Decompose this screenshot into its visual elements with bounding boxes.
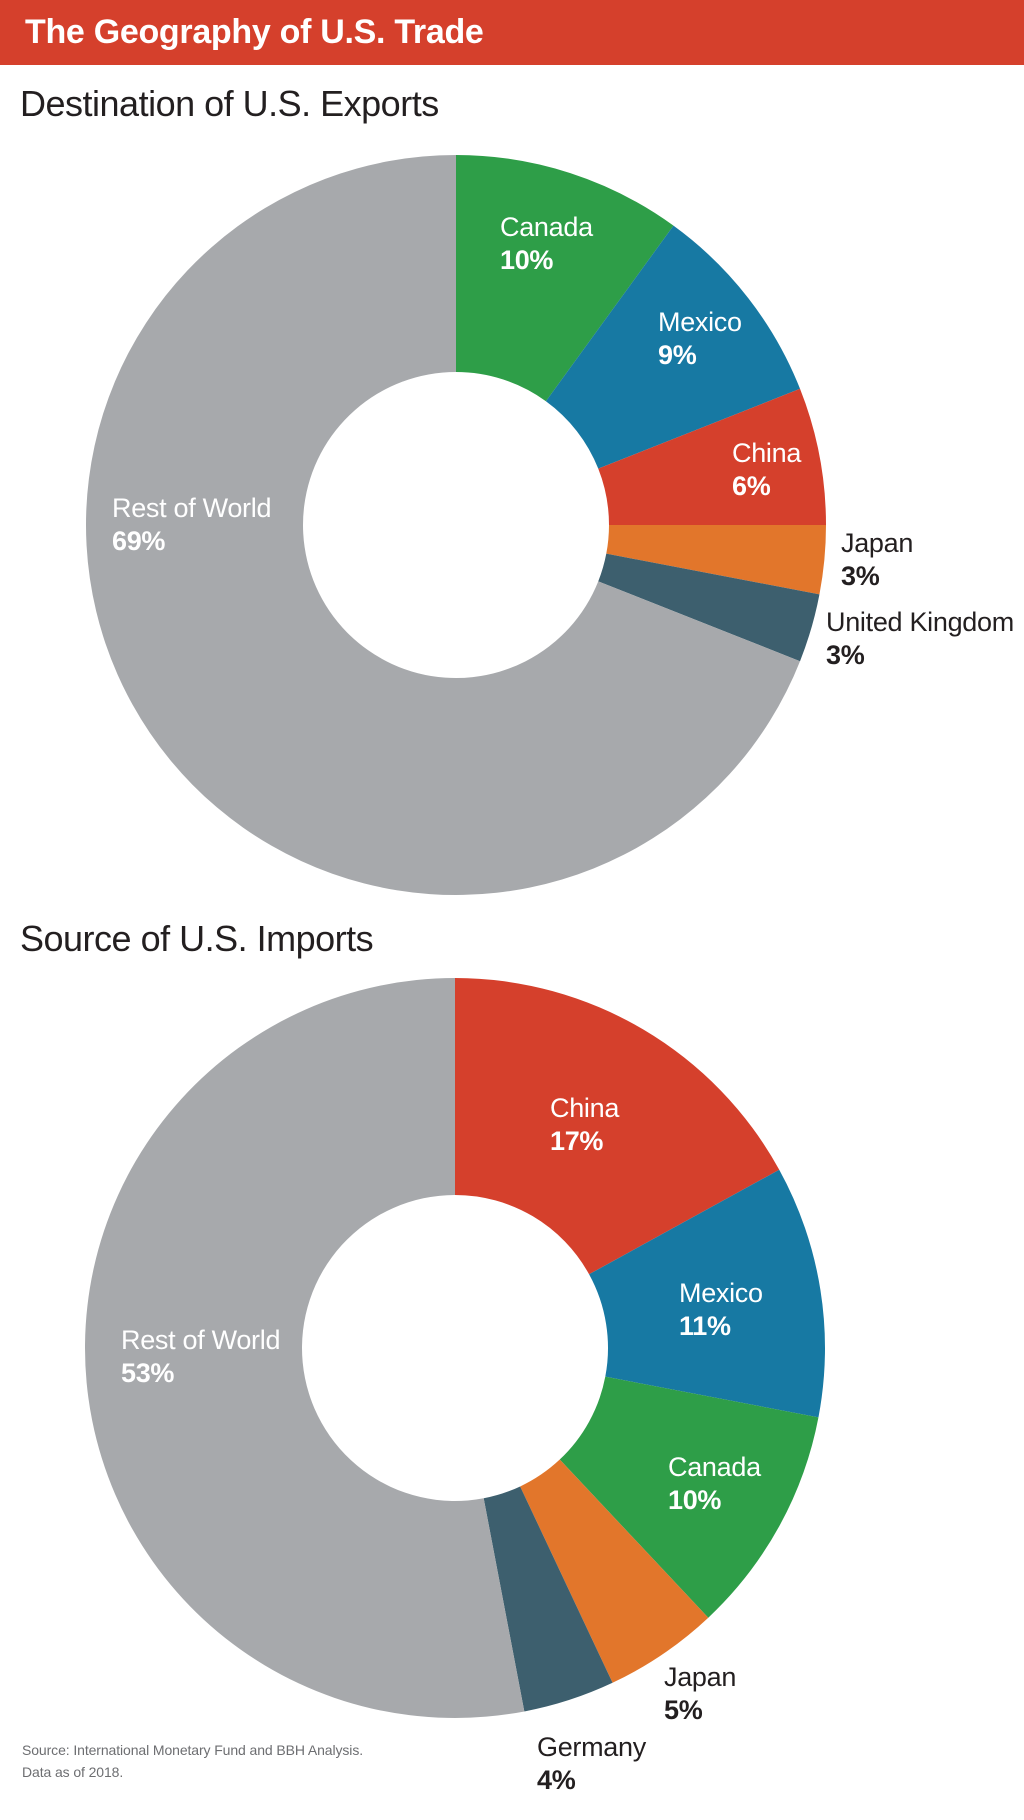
data-as-of-line: Data as of 2018. <box>22 1764 124 1780</box>
slice-label-name: Rest of World <box>121 1325 281 1355</box>
slice-label-value: 10% <box>500 245 554 275</box>
source-note: Source: International Monetary Fund and … <box>22 1739 363 1783</box>
slice-label-name: China <box>550 1093 620 1123</box>
slice-label-mexico-chart0: Mexico 9% <box>658 306 742 372</box>
chart-title-imports: Source of U.S. Imports <box>20 918 374 959</box>
slice-canada-chart0 <box>456 155 674 402</box>
slice-rest-of-world-chart0 <box>86 155 801 895</box>
slice-label-name: Germany <box>537 1732 646 1762</box>
slice-label-name: China <box>732 438 802 468</box>
slice-label-united-kingdom-chart0: United Kingdom 3% <box>826 606 1014 672</box>
slice-label-value: 3% <box>841 561 880 591</box>
slice-label-china-chart0: China 6% <box>732 437 801 503</box>
slice-label-value: 10% <box>668 1485 722 1515</box>
slice-rest-of-world-chart1 <box>85 978 525 1718</box>
slice-label-germany-chart1: Germany 4% <box>537 1731 646 1797</box>
slice-mexico-chart0 <box>545 225 801 469</box>
slice-label-value: 53% <box>121 1358 175 1388</box>
slice-mexico-chart1 <box>589 1169 825 1418</box>
slice-canada-chart1 <box>559 1376 819 1618</box>
slice-label-canada-chart1: Canada 10% <box>668 1451 761 1517</box>
slice-japan-chart1 <box>520 1459 709 1683</box>
slice-germany-chart1 <box>483 1486 613 1712</box>
slice-label-value: 5% <box>664 1695 703 1725</box>
slice-label-japan-chart1: Japan 5% <box>664 1661 736 1727</box>
donut-chart-destination-of-u-s-exports <box>86 155 826 895</box>
slice-label-china-chart1: China 17% <box>550 1092 619 1158</box>
page-title: The Geography of U.S. Trade <box>25 13 484 51</box>
slice-united-kingdom-chart0 <box>598 553 820 662</box>
slice-label-name: Mexico <box>658 307 742 337</box>
slice-label-japan-chart0: Japan 3% <box>841 527 913 593</box>
chart-title-exports: Destination of U.S. Exports <box>20 83 439 124</box>
slice-label-value: 6% <box>732 471 771 501</box>
slice-label-name: Mexico <box>679 1278 763 1308</box>
donut-chart-source-of-u-s-imports <box>85 978 825 1718</box>
slice-label-rest-of-world-chart0: Rest of World 69% <box>112 492 271 558</box>
slice-label-name: Rest of World <box>112 493 272 523</box>
slice-label-name: Japan <box>664 1662 737 1692</box>
slice-china-chart0 <box>598 388 826 525</box>
slice-label-value: 3% <box>826 640 865 670</box>
slice-label-value: 17% <box>550 1126 604 1156</box>
slice-label-name: Canada <box>500 212 593 242</box>
slice-china-chart1 <box>455 978 780 1275</box>
source-line: Source: International Monetary Fund and … <box>22 1742 364 1758</box>
slice-label-name: United Kingdom <box>826 607 1014 637</box>
slice-label-rest-of-world-chart1: Rest of World 53% <box>121 1324 280 1390</box>
slice-japan-chart0 <box>606 525 826 595</box>
slice-label-canada-chart0: Canada 10% <box>500 211 593 277</box>
slice-label-name: Canada <box>668 1452 761 1482</box>
slice-label-mexico-chart1: Mexico 11% <box>679 1277 763 1343</box>
slice-label-value: 9% <box>658 340 697 370</box>
header-banner: The Geography of U.S. Trade <box>0 0 1024 65</box>
slice-label-value: 4% <box>537 1765 576 1795</box>
slice-label-value: 11% <box>679 1311 731 1341</box>
slice-label-name: Japan <box>841 528 914 558</box>
slice-label-value: 69% <box>112 526 166 556</box>
